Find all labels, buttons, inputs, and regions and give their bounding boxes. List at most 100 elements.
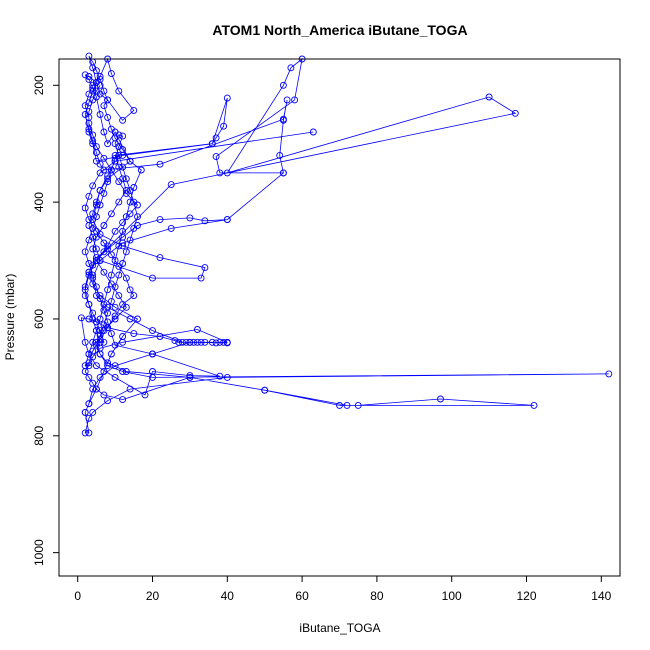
data-point: [511, 109, 519, 117]
data-point: [92, 362, 100, 370]
data-point: [81, 429, 89, 437]
data-point: [279, 169, 287, 177]
data-point: [104, 242, 112, 250]
data-point: [85, 236, 93, 244]
data-point: [89, 315, 97, 323]
data-point: [126, 286, 134, 294]
data-point: [89, 338, 97, 346]
data-point: [111, 157, 119, 165]
data-point: [92, 213, 100, 221]
x-tick-label: 140: [591, 589, 611, 603]
data-point: [111, 303, 119, 311]
data-point: [223, 169, 231, 177]
x-tick-label: 40: [221, 589, 235, 603]
data-point: [89, 408, 97, 416]
data-point: [92, 327, 100, 335]
data-point: [119, 146, 127, 153]
data-point: [85, 108, 93, 116]
data-point: [96, 292, 104, 300]
data-point: [81, 408, 89, 416]
data-point: [85, 90, 93, 98]
data-point: [156, 216, 164, 224]
data-point: [119, 396, 127, 404]
x-tick-label: 0: [74, 589, 81, 603]
data-point: [85, 192, 93, 200]
data-point: [111, 134, 119, 142]
data-point: [182, 338, 190, 346]
data-point: [186, 214, 194, 222]
plot-frame: [58, 58, 621, 577]
data-point: [137, 166, 145, 174]
series-line: [80, 55, 609, 434]
data-point: [212, 339, 220, 347]
data-point: [197, 338, 205, 346]
data-point: [149, 274, 156, 282]
data-point: [111, 362, 119, 370]
data-point: [107, 210, 115, 218]
data-point: [354, 401, 362, 409]
data-point: [126, 210, 134, 218]
data-point: [309, 128, 317, 136]
data-point: [107, 330, 115, 338]
data-point: [100, 154, 108, 162]
data-point: [220, 122, 228, 130]
data-point: [85, 373, 93, 381]
data-point: [119, 116, 127, 124]
data-point: [130, 184, 138, 191]
data-point: [104, 140, 112, 148]
data-point: [104, 113, 112, 121]
data-point: [223, 338, 231, 346]
x-tick-label: 20: [146, 589, 160, 603]
data-point: [126, 236, 134, 244]
data-point: [96, 73, 104, 80]
data-point: [100, 189, 108, 197]
data-point: [193, 338, 201, 346]
data-point: [111, 373, 119, 381]
data-point: [89, 64, 97, 72]
data-point: [119, 242, 127, 250]
data-point: [126, 157, 134, 165]
data-point: [223, 94, 231, 102]
data-point: [134, 315, 141, 323]
data-point: [220, 338, 228, 346]
data-point: [130, 292, 138, 300]
plot-series-group: [77, 52, 613, 437]
data-point: [81, 283, 89, 291]
data-point: [96, 295, 104, 302]
data-point: [100, 248, 108, 256]
data-point: [437, 395, 444, 403]
data-point: [104, 324, 112, 332]
data-point: [92, 385, 100, 393]
data-point: [119, 219, 127, 227]
data-point: [89, 379, 97, 387]
data-point: [115, 163, 123, 171]
data-point: [276, 151, 284, 159]
data-point: [96, 160, 104, 168]
data-point: [167, 224, 175, 232]
data-point: [122, 175, 130, 183]
y-tick-label: 800: [32, 425, 46, 445]
data-point: [115, 271, 123, 279]
data-point: [119, 368, 127, 375]
data-point: [149, 327, 156, 335]
data-point: [92, 87, 100, 95]
data-point: [212, 153, 220, 161]
data-point: [111, 312, 119, 320]
data-point: [100, 128, 108, 136]
data-point: [122, 248, 130, 256]
data-point: [119, 260, 127, 267]
data-point: [115, 87, 123, 95]
data-point: [100, 166, 108, 174]
data-point: [126, 198, 134, 206]
x-tick-label: 120: [516, 589, 536, 603]
data-point: [100, 368, 108, 375]
data-point: [167, 181, 175, 189]
data-point: [107, 125, 115, 133]
data-point: [111, 154, 119, 162]
y-axis: 200 400 600 800 1000: [32, 75, 59, 566]
data-point: [92, 283, 100, 291]
data-point: [85, 350, 93, 358]
data-point: [223, 373, 231, 381]
data-point: [104, 397, 112, 405]
